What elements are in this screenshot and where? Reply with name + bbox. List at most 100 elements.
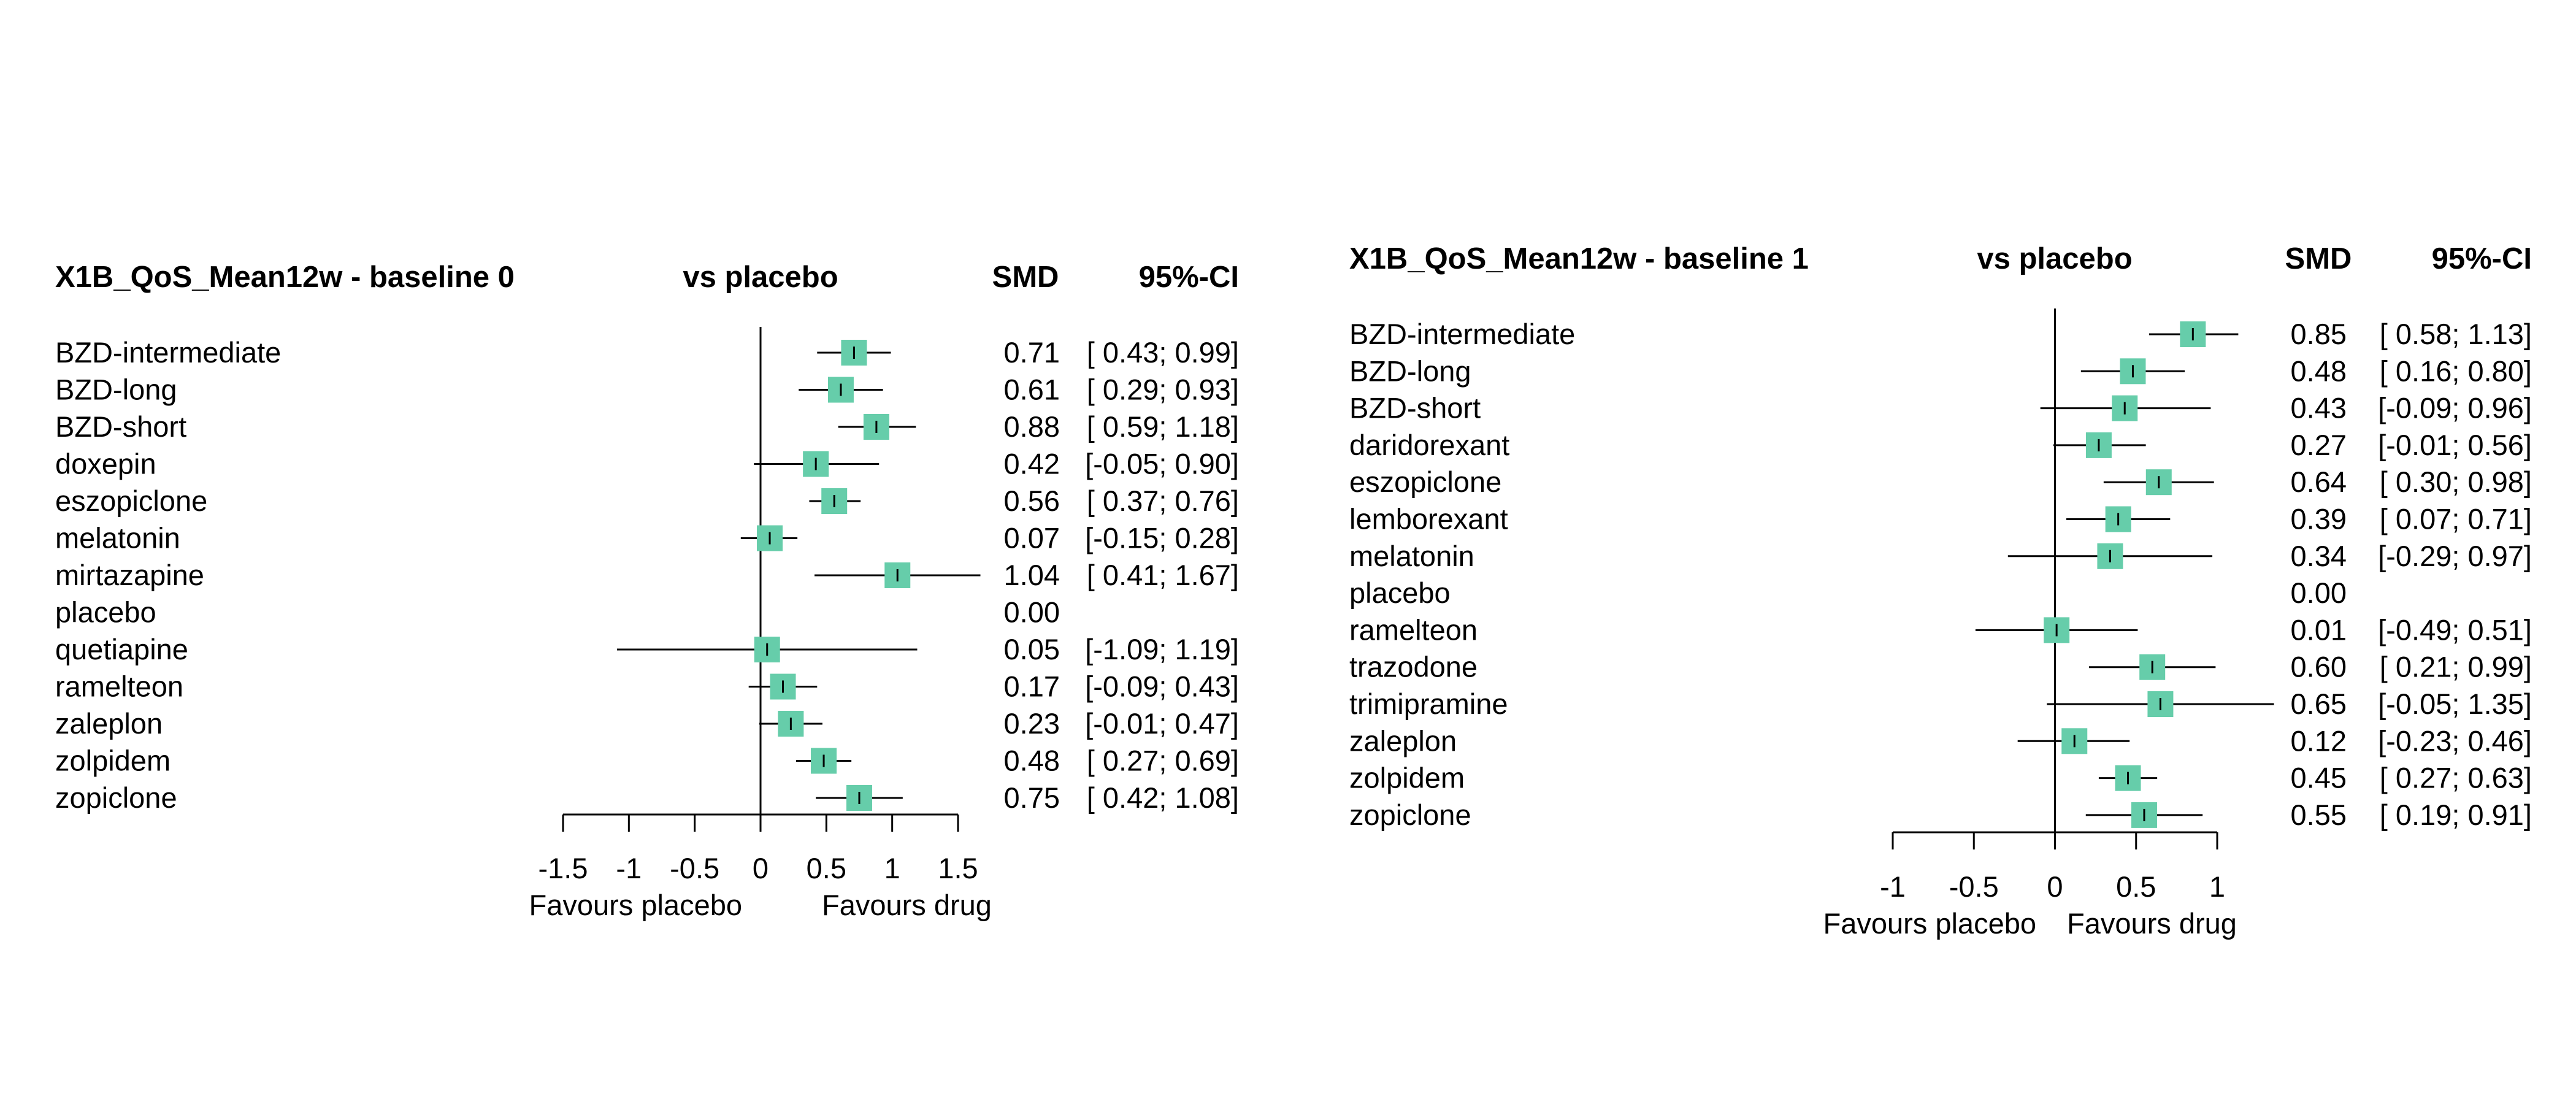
smd-value: 0.43 — [2291, 392, 2347, 424]
smd-value: 0.65 — [2291, 688, 2347, 720]
forest-plot-panel-2: X1B_QoS_Mean12w - baseline 1 vs placebo SM… — [1349, 242, 2532, 940]
smd-value: 0.75 — [1004, 781, 1060, 814]
ci-value: [-0.01; 0.56] — [2378, 429, 2532, 461]
ci-value: [ 0.16; 0.80] — [2380, 355, 2532, 387]
treatment-label: zaleplon — [55, 707, 163, 740]
panel-title: X1B_QoS_Mean12w - baseline 0 — [55, 261, 515, 294]
treatment-label: placebo — [55, 596, 156, 629]
ci-value: [ 0.43; 0.99] — [1087, 336, 1239, 369]
smd-value: 0.17 — [1004, 670, 1060, 703]
treatment-label: eszopiclone — [55, 485, 207, 517]
smd-value: 0.56 — [1004, 485, 1060, 517]
smd-value: 0.34 — [2291, 540, 2347, 572]
smd-value: 0.05 — [1004, 633, 1060, 665]
smd-value: 0.71 — [1004, 336, 1060, 369]
smd-value: 0.60 — [2291, 651, 2347, 683]
comparison-header: vs placebo — [1977, 242, 2132, 275]
treatment-label: doxepin — [55, 448, 156, 480]
ci-value: [-0.29; 0.97] — [2378, 540, 2532, 572]
ci-value: [ 0.19; 0.91] — [2380, 799, 2532, 831]
ci-header: 95%-CI — [1139, 261, 1239, 294]
treatment-label: BZD-intermediate — [55, 336, 281, 369]
ci-value: [ 0.42; 1.08] — [1087, 781, 1239, 814]
smd-value: 0.07 — [1004, 522, 1060, 554]
treatment-label: zaleplon — [1349, 724, 1457, 757]
smd-value: 1.04 — [1004, 559, 1060, 591]
ci-value: [ 0.58; 1.13] — [2380, 318, 2532, 350]
ci-value: [-0.09; 0.43] — [1085, 670, 1239, 703]
ci-value: [-0.05; 1.35] — [2378, 688, 2532, 720]
treatment-label: trimipramine — [1349, 688, 1508, 720]
treatment-label: ramelteon — [1349, 613, 1478, 646]
treatment-label: BZD-short — [55, 410, 186, 443]
treatment-label: melatonin — [1349, 540, 1474, 572]
smd-value: 0.42 — [1004, 448, 1060, 480]
smd-value: 0.85 — [2291, 318, 2347, 350]
smd-value: 0.01 — [2291, 613, 2347, 646]
favours-drug-label: Favours drug — [2067, 907, 2237, 940]
treatment-label: BZD-long — [1349, 355, 1471, 387]
treatment-label: placebo — [1349, 577, 1451, 609]
x-tick-label: -0.5 — [1949, 870, 1999, 903]
smd-header: SMD — [2285, 242, 2352, 275]
favours-placebo-label: Favours placebo — [1823, 907, 2036, 940]
ci-value: [-0.49; 0.51] — [2378, 613, 2532, 646]
treatment-label: ramelteon — [55, 670, 183, 703]
x-tick-label: 0 — [753, 852, 769, 884]
treatment-label: melatonin — [55, 522, 180, 554]
favours-placebo-label: Favours placebo — [529, 889, 742, 921]
ci-value: [ 0.30; 0.98] — [2380, 466, 2532, 498]
treatment-label: zopiclone — [55, 781, 177, 814]
ci-value: [-0.05; 0.90] — [1085, 448, 1239, 480]
smd-value: 0.45 — [2291, 762, 2347, 794]
ci-value: [ 0.41; 1.67] — [1087, 559, 1239, 591]
smd-value: 0.23 — [1004, 707, 1060, 740]
x-tick-label: -1 — [616, 852, 642, 884]
x-tick-label: 1.5 — [938, 852, 978, 884]
ci-value: [ 0.27; 0.69] — [1087, 745, 1239, 777]
smd-value: 0.61 — [1004, 374, 1060, 406]
treatment-label: zolpidem — [55, 745, 171, 777]
ci-value: [ 0.07; 0.71] — [2380, 503, 2532, 535]
smd-value: 0.27 — [2291, 429, 2347, 461]
treatment-label: daridorexant — [1349, 429, 1509, 461]
ci-header: 95%-CI — [2432, 242, 2532, 275]
favours-drug-label: Favours drug — [822, 889, 992, 921]
x-tick-label: 0.5 — [807, 852, 846, 884]
smd-value: 0.88 — [1004, 410, 1060, 443]
ci-value: [-0.09; 0.96] — [2378, 392, 2532, 424]
treatment-label: lemborexant — [1349, 503, 1508, 535]
treatment-label: quetiapine — [55, 633, 188, 665]
treatment-label: BZD-intermediate — [1349, 318, 1575, 350]
ci-value: [ 0.27; 0.63] — [2380, 762, 2532, 794]
x-tick-label: 0 — [2047, 870, 2063, 903]
ci-value: [-0.01; 0.47] — [1085, 707, 1239, 740]
smd-value: 0.39 — [2291, 503, 2347, 535]
ci-value: [ 0.21; 0.99] — [2380, 651, 2532, 683]
comparison-header: vs placebo — [683, 261, 838, 294]
x-tick-label: 1 — [2209, 870, 2225, 903]
panel-title: X1B_QoS_Mean12w - baseline 1 — [1349, 242, 1809, 275]
treatment-label: eszopiclone — [1349, 466, 1501, 498]
x-tick-label: 0.5 — [2116, 870, 2156, 903]
forest-plot-panel-1: X1B_QoS_Mean12w - baseline 0 vs placebo SM… — [55, 261, 1239, 921]
treatment-label: BZD-short — [1349, 392, 1481, 424]
smd-value: 0.00 — [2291, 577, 2347, 609]
smd-value: 0.12 — [2291, 724, 2347, 757]
treatment-label: zopiclone — [1349, 799, 1471, 831]
smd-value: 0.64 — [2291, 466, 2347, 498]
x-tick-label: -1 — [1880, 870, 1906, 903]
treatment-label: mirtazapine — [55, 559, 204, 591]
smd-value: 0.00 — [1004, 596, 1060, 629]
smd-value: 0.48 — [1004, 745, 1060, 777]
treatment-label: zolpidem — [1349, 762, 1465, 794]
ci-value: [ 0.29; 0.93] — [1087, 374, 1239, 406]
ci-value: [-0.23; 0.46] — [2378, 724, 2532, 757]
x-tick-label: -0.5 — [670, 852, 719, 884]
ci-value: [-0.15; 0.28] — [1085, 522, 1239, 554]
smd-value: 0.55 — [2291, 799, 2347, 831]
ci-value: [-1.09; 1.19] — [1085, 633, 1239, 665]
treatment-label: trazodone — [1349, 651, 1478, 683]
